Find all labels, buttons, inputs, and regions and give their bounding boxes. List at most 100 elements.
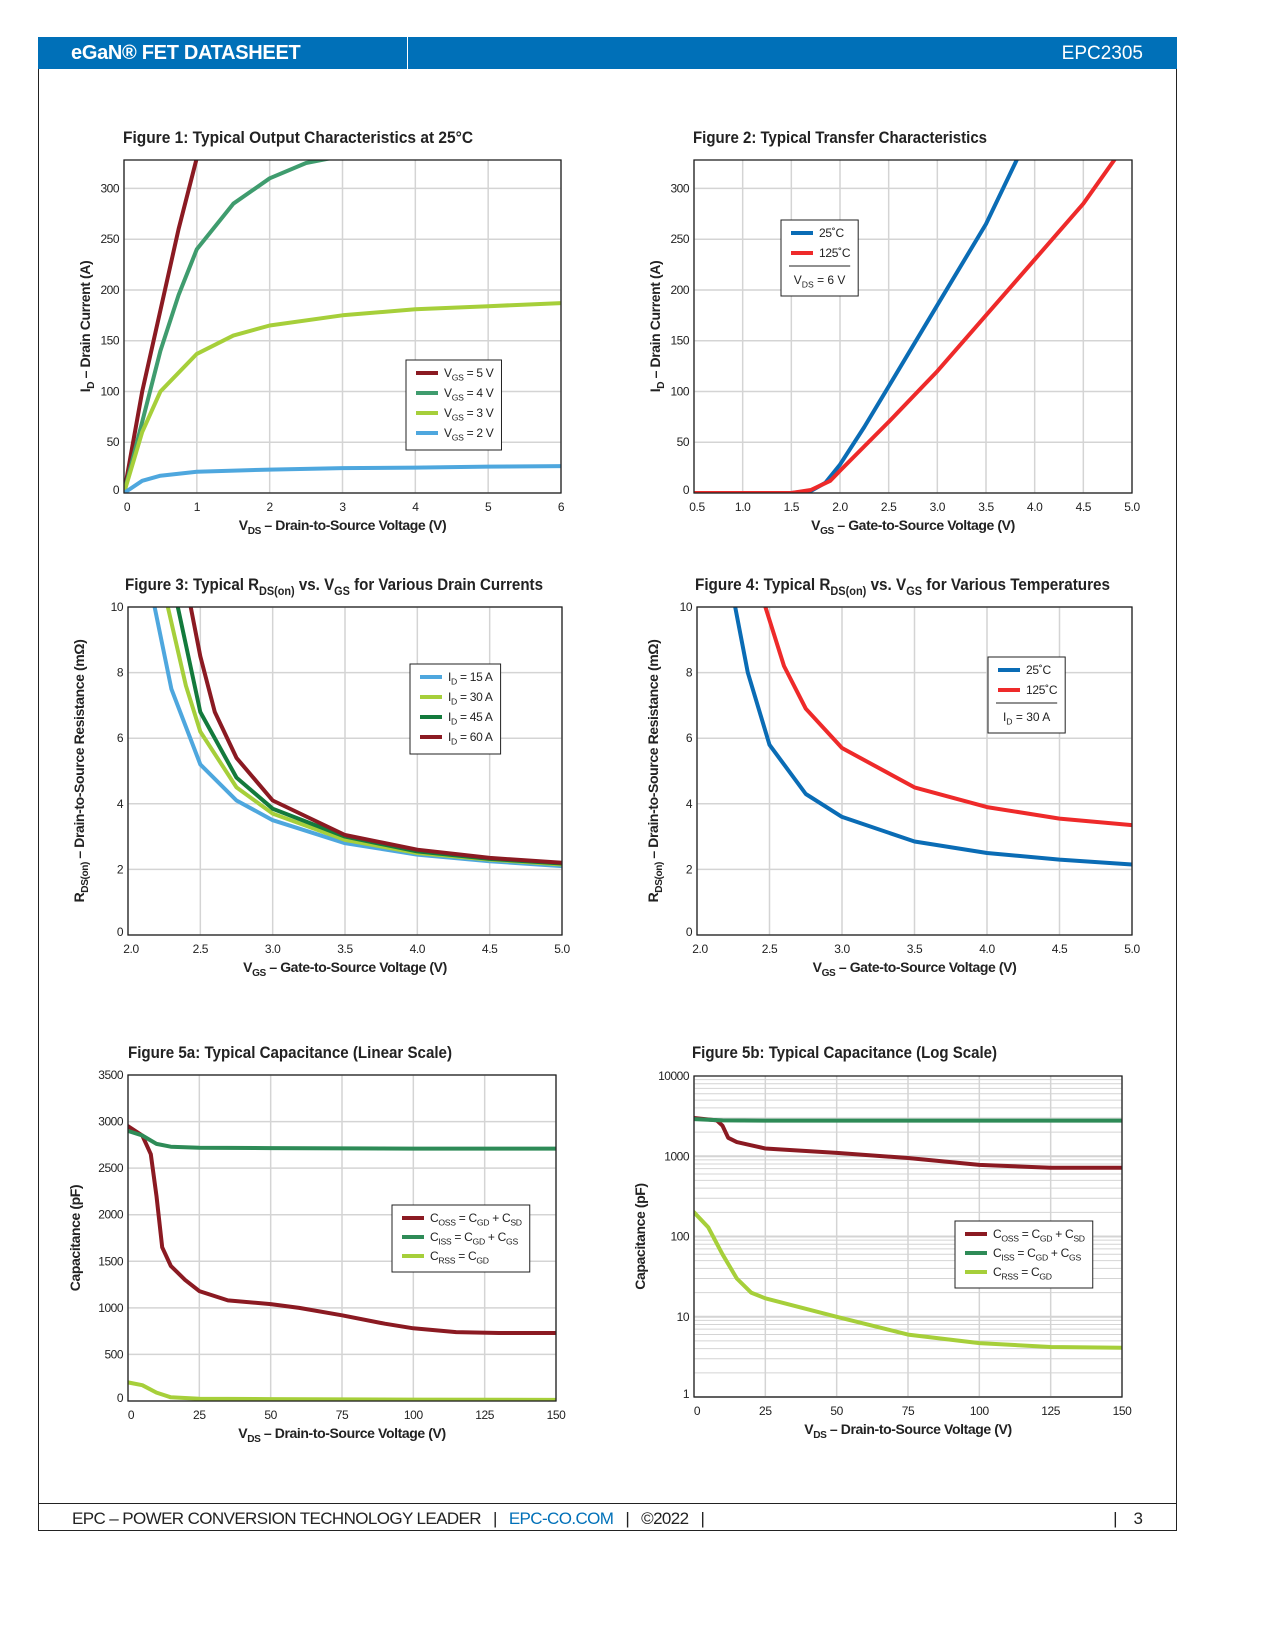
text-part: = 60 A — [457, 730, 493, 744]
plot-frame — [696, 606, 1133, 936]
y-tick-label: 10000 — [658, 1069, 690, 1083]
grid — [696, 606, 1133, 936]
footer-copyright: ©2022 — [641, 1509, 689, 1528]
text-part: DS — [248, 526, 262, 537]
text-part: GD — [473, 1236, 485, 1246]
series-line-2 — [128, 1380, 556, 1401]
chart-title: Figure 1: Typical Output Characteristics… — [123, 128, 473, 147]
text-part: = 3 V — [464, 406, 494, 420]
text-part: RSS — [438, 1255, 455, 1265]
text-part: = C — [1014, 1246, 1036, 1260]
text-part: RSS — [1001, 1271, 1018, 1281]
y-tick-label: 300 — [670, 181, 689, 195]
x-axis-label: VGS – Gate-to-Source Voltage (V) — [243, 959, 447, 979]
legend-label: COSS = CGD + CSD — [993, 1227, 1085, 1243]
y-axis-label: Capacitance (pF) — [632, 1183, 648, 1289]
y-tick-label: 8 — [686, 666, 693, 680]
legend: 25˚C 125˚C VDS = 6 V — [780, 219, 859, 297]
text-part: GS — [506, 1236, 518, 1246]
series-line-3 — [124, 464, 561, 493]
x-tick-label: 50 — [264, 1408, 277, 1422]
text-part: D — [1006, 716, 1012, 726]
x-tick-label: 3.0 — [834, 942, 850, 956]
text-part: C — [430, 1211, 439, 1225]
text-part: + C — [1048, 1246, 1070, 1260]
text-part: DS(on) — [80, 862, 91, 893]
text-part: = 4 V — [464, 386, 494, 400]
x-tick-label: 0.5 — [689, 500, 705, 514]
x-tick-label: 5.0 — [554, 942, 570, 956]
text-part: I — [448, 710, 451, 724]
text-part: Figure 5b: Typical Capacitance (Log Scal… — [692, 1043, 997, 1062]
chart-figure-1: 0 1 2 3 4 5 6 0 50 100 150 200 250 300 Figure 1: Typic… — [77, 128, 565, 537]
text-part: GS — [334, 584, 350, 598]
plot-frame — [127, 606, 563, 936]
plot-frame — [127, 1074, 557, 1402]
y-tick-label: 1000 — [664, 1149, 690, 1163]
series-line-1 — [694, 1117, 1122, 1123]
text-part: DS(on) — [654, 862, 665, 893]
text-part: = 15 A — [457, 670, 493, 684]
footer-separator: | — [700, 1509, 705, 1528]
text-part: = C — [456, 1211, 478, 1225]
text-part: Capacitance (pF) — [632, 1183, 648, 1289]
y-axis-label: ID – Drain Current (A) — [77, 261, 97, 393]
text-part: – Drain-to-Source Resistance (mΩ) — [71, 640, 87, 862]
legend: 25˚C 125˚C ID = 30 A — [987, 656, 1066, 734]
text-part: vs. V — [866, 575, 906, 594]
text-part: V — [444, 386, 452, 400]
legend: ID = 15 AID = 30 AID = 45 AID = 60 A — [409, 663, 502, 755]
y-tick-label: 0 — [686, 925, 693, 939]
x-tick-label: 3.5 — [337, 942, 353, 956]
y-tick-label: 4 — [117, 797, 124, 811]
y-tick-label: 1500 — [98, 1254, 124, 1268]
text-part: ISS — [438, 1236, 452, 1246]
text-part: I — [647, 389, 663, 393]
text-part: = C — [455, 1249, 477, 1263]
x-tick-label: 4.5 — [1076, 500, 1092, 514]
legend-label: CISS = CGD + CGS — [430, 1230, 518, 1246]
text-part: = 6 V — [814, 273, 846, 287]
y-tick-label: 6 — [686, 731, 693, 745]
text-part: = 45 A — [457, 710, 493, 724]
text-part: D — [451, 676, 457, 686]
text-part: V — [813, 959, 823, 975]
y-tick-label: 100 — [670, 1230, 689, 1244]
text-part: GD — [477, 1217, 489, 1227]
text-part: GD — [1039, 1271, 1051, 1281]
y-tick-label: 500 — [104, 1347, 123, 1361]
text-part: Capacitance (pF) — [67, 1185, 83, 1291]
y-tick-label: 10 — [680, 600, 693, 614]
legend-note: VDS = 6 V — [794, 273, 846, 289]
text-part: + C — [485, 1230, 507, 1244]
text-part: for Various Temperatures — [922, 575, 1110, 594]
chart-figure-5: 0 25 50 75 100 125 150050010001500200025003000… — [67, 1043, 567, 1445]
legend-label: ID = 15 A — [448, 670, 493, 686]
y-tick-label: 2 — [117, 862, 124, 876]
x-tick-label: 5.0 — [1124, 500, 1140, 514]
text-part: C — [430, 1249, 439, 1263]
footer-website-link[interactable]: EPC-CO.COM — [508, 1509, 614, 1528]
x-tick-label: 2.5 — [762, 942, 778, 956]
text-part: V — [444, 406, 452, 420]
x-tick-label: 75 — [902, 1404, 915, 1418]
y-tick-label: 0 — [117, 925, 124, 939]
y-tick-label: 0 — [117, 1391, 124, 1405]
footer: EPC – POWER CONVERSION TECHNOLOGY LEADER… — [38, 1503, 1177, 1531]
x-tick-label: 2.5 — [881, 500, 897, 514]
footer-left: EPC – POWER CONVERSION TECHNOLOGY LEADER… — [72, 1509, 705, 1529]
chart-title: Figure 5b: Typical Capacitance (Log Scal… — [692, 1043, 997, 1062]
text-part: 125˚C — [1026, 683, 1058, 697]
x-tick-label: 25 — [759, 1404, 772, 1418]
y-axis-label: ID – Drain Current (A) — [647, 261, 667, 393]
text-part: V — [243, 959, 253, 975]
series-line-1 — [763, 607, 1132, 828]
text-part: = C — [1018, 1265, 1040, 1279]
legend-label: ID = 60 A — [448, 730, 493, 746]
legend-label: 125˚C — [819, 246, 851, 260]
y-tick-label: 3000 — [98, 1115, 124, 1129]
text-part: GS — [906, 584, 922, 598]
